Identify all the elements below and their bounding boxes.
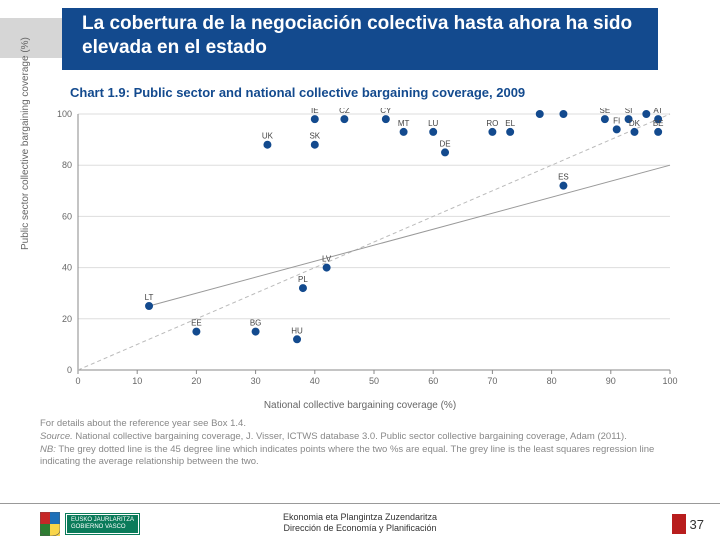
y-axis-label: Public sector collective bargaining cove… bbox=[20, 37, 31, 250]
svg-text:30: 30 bbox=[251, 376, 261, 386]
svg-text:0: 0 bbox=[67, 365, 72, 375]
svg-text:FI: FI bbox=[613, 116, 620, 125]
svg-text:LU: LU bbox=[428, 119, 438, 128]
title-bar: La cobertura de la negociación colectiva… bbox=[62, 8, 658, 70]
dept-line1: Ekonomia eta Plangintza Zuzendaritza bbox=[0, 512, 720, 523]
svg-text:20: 20 bbox=[62, 314, 72, 324]
svg-text:DK: DK bbox=[629, 119, 641, 128]
svg-text:EE: EE bbox=[191, 319, 202, 328]
slide-title: La cobertura de la negociación colectiva… bbox=[82, 12, 638, 60]
footer: EUSKO JAURLARITZA GOBIERNO VASCO Ekonomi… bbox=[0, 503, 720, 540]
svg-text:60: 60 bbox=[428, 376, 438, 386]
svg-text:NL: NL bbox=[558, 108, 569, 110]
x-axis-label: National collective bargaining coverage … bbox=[0, 400, 720, 411]
svg-text:70: 70 bbox=[487, 376, 497, 386]
svg-text:RO: RO bbox=[486, 119, 498, 128]
svg-text:IE: IE bbox=[311, 108, 319, 115]
note-nb: The grey dotted line is the 45 degree li… bbox=[40, 444, 654, 468]
svg-text:SK: SK bbox=[309, 132, 320, 141]
svg-text:DE: DE bbox=[439, 139, 450, 148]
svg-text:BG: BG bbox=[250, 319, 262, 328]
title-accent-bar bbox=[0, 18, 62, 58]
svg-text:10: 10 bbox=[132, 376, 142, 386]
dept-line2: Dirección de Economía y Planificación bbox=[0, 523, 720, 534]
svg-text:EL: EL bbox=[505, 119, 515, 128]
svg-text:PL: PL bbox=[298, 275, 308, 284]
scatter-chart: 0 20 40 60 80 100 0 10 20 30 40 50 60 70 80 90 100 LT EE BG… bbox=[40, 108, 680, 398]
svg-text:HU: HU bbox=[291, 326, 303, 335]
svg-text:SI: SI bbox=[625, 108, 633, 115]
svg-text:40: 40 bbox=[62, 263, 72, 273]
svg-text:IT: IT bbox=[536, 108, 543, 110]
svg-text:UK: UK bbox=[262, 132, 274, 141]
svg-text:20: 20 bbox=[191, 376, 201, 386]
svg-text:100: 100 bbox=[662, 376, 677, 386]
footer-dept: Ekonomia eta Plangintza Zuzendaritza Dir… bbox=[0, 512, 720, 534]
svg-text:0: 0 bbox=[75, 376, 80, 386]
svg-text:100: 100 bbox=[57, 109, 72, 119]
svg-text:AT: AT bbox=[653, 108, 663, 115]
svg-text:SE: SE bbox=[600, 108, 611, 115]
chart-title: Chart 1.9: Public sector and national co… bbox=[70, 85, 525, 100]
svg-text:ES: ES bbox=[558, 173, 569, 182]
svg-text:90: 90 bbox=[606, 376, 616, 386]
svg-text:80: 80 bbox=[62, 160, 72, 170]
svg-text:LT: LT bbox=[145, 293, 154, 302]
note-ref: For details about the reference year see… bbox=[40, 418, 680, 431]
note-source: National collective bargaining coverage,… bbox=[75, 431, 626, 442]
page-number-block: 37 bbox=[672, 514, 704, 534]
svg-text:60: 60 bbox=[62, 211, 72, 221]
svg-text:CY: CY bbox=[380, 108, 392, 115]
note-source-lbl: Source. bbox=[40, 431, 73, 442]
svg-text:BE: BE bbox=[653, 119, 664, 128]
page-accent bbox=[672, 514, 686, 534]
chart-notes: For details about the reference year see… bbox=[40, 418, 680, 469]
svg-text:80: 80 bbox=[547, 376, 557, 386]
svg-text:MT: MT bbox=[398, 119, 410, 128]
svg-text:40: 40 bbox=[310, 376, 320, 386]
svg-text:LV: LV bbox=[322, 255, 332, 264]
page-number: 37 bbox=[690, 517, 704, 532]
note-nb-lbl: NB: bbox=[40, 444, 56, 455]
svg-text:FR: FR bbox=[641, 108, 652, 110]
svg-text:CZ: CZ bbox=[339, 108, 350, 115]
svg-text:50: 50 bbox=[369, 376, 379, 386]
